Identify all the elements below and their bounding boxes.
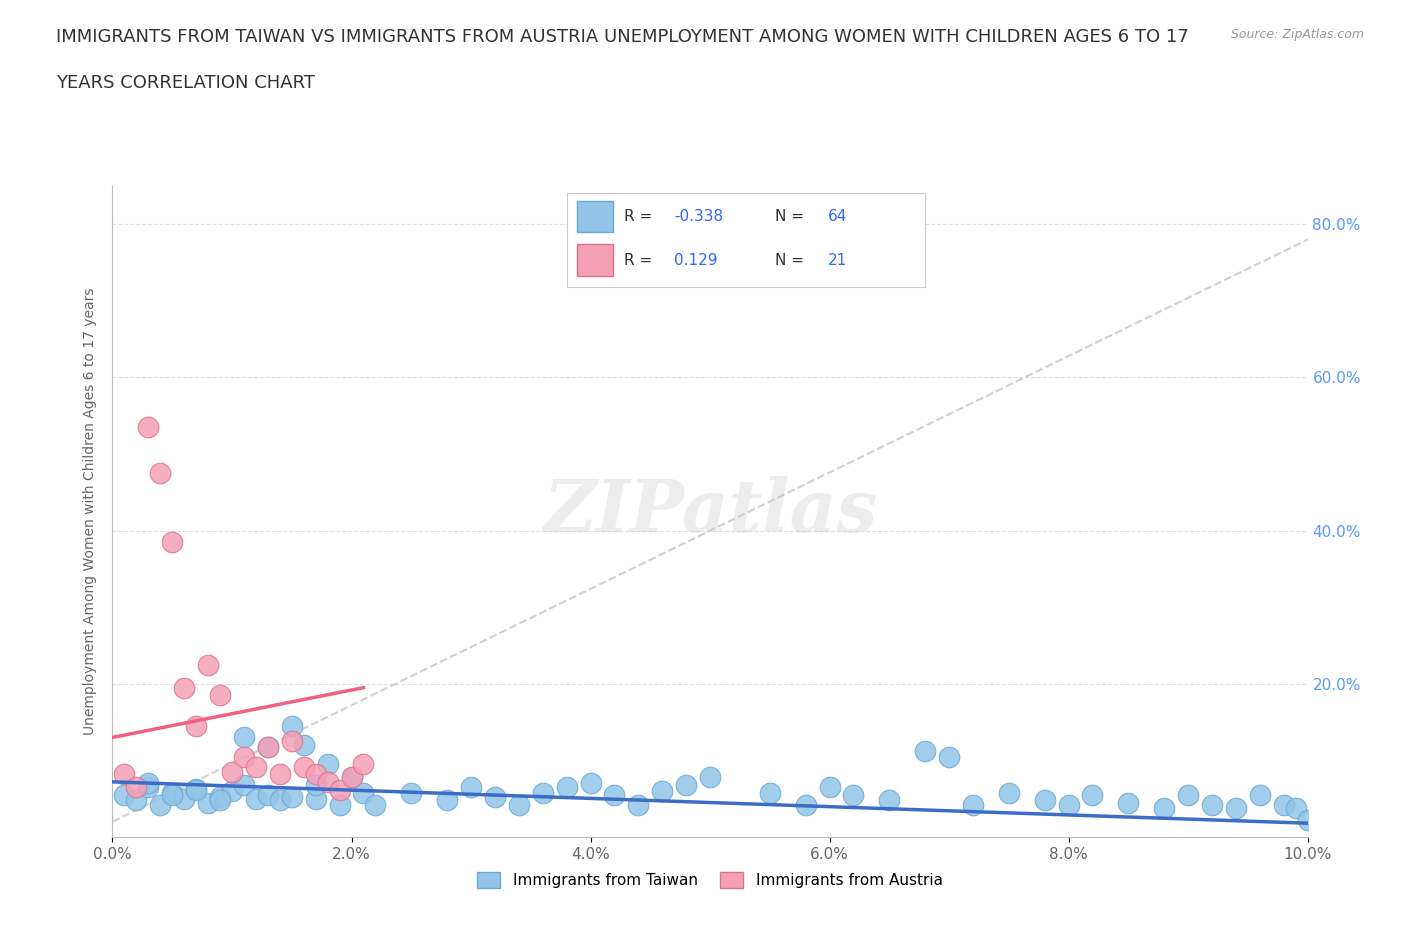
Legend: Immigrants from Taiwan, Immigrants from Austria: Immigrants from Taiwan, Immigrants from … — [471, 866, 949, 895]
Point — [962, 797, 984, 812]
Point — [245, 759, 267, 774]
Point — [1225, 801, 1247, 816]
Point — [186, 781, 208, 796]
Point — [531, 785, 554, 800]
Point — [1081, 788, 1104, 803]
Point — [879, 792, 901, 807]
Point — [699, 770, 721, 785]
Point — [269, 792, 291, 807]
Point — [340, 770, 363, 785]
Point — [938, 750, 960, 764]
Point — [1285, 801, 1308, 816]
Point — [186, 719, 208, 734]
Point — [1153, 801, 1175, 816]
Point — [1177, 788, 1199, 803]
Point — [759, 785, 782, 800]
Point — [257, 788, 280, 803]
Point — [245, 791, 267, 806]
Point — [340, 770, 363, 785]
Point — [460, 779, 482, 794]
Point — [1057, 797, 1080, 812]
Point — [114, 788, 135, 803]
Point — [292, 737, 315, 752]
Point — [651, 784, 673, 799]
Point — [281, 790, 304, 804]
Point — [364, 797, 387, 812]
Point — [794, 797, 817, 812]
Point — [221, 764, 243, 779]
Point — [1249, 788, 1271, 803]
Point — [401, 785, 423, 800]
Point — [257, 739, 280, 754]
Point — [125, 792, 148, 807]
Point — [292, 759, 315, 774]
Point — [818, 779, 841, 794]
Point — [316, 775, 339, 790]
Point — [173, 791, 195, 806]
Text: ZIPatlas: ZIPatlas — [543, 476, 877, 547]
Point — [173, 680, 195, 695]
Point — [508, 797, 530, 812]
Point — [281, 719, 304, 734]
Point — [353, 785, 375, 800]
Point — [257, 739, 280, 754]
Point — [269, 766, 291, 781]
Text: Source: ZipAtlas.com: Source: ZipAtlas.com — [1230, 28, 1364, 41]
Text: YEARS CORRELATION CHART: YEARS CORRELATION CHART — [56, 74, 315, 92]
Point — [138, 776, 160, 790]
Point — [281, 734, 304, 749]
Point — [1272, 797, 1295, 812]
Point — [209, 790, 232, 804]
Point — [305, 777, 328, 792]
Point — [221, 784, 243, 799]
Point — [162, 788, 183, 803]
Text: IMMIGRANTS FROM TAIWAN VS IMMIGRANTS FROM AUSTRIA UNEMPLOYMENT AMONG WOMEN WITH : IMMIGRANTS FROM TAIWAN VS IMMIGRANTS FRO… — [56, 28, 1189, 46]
Point — [484, 790, 506, 804]
Point — [197, 658, 219, 672]
Point — [209, 792, 232, 807]
Point — [1296, 813, 1319, 828]
Point — [1118, 795, 1140, 810]
Point — [186, 782, 208, 797]
Point — [149, 466, 172, 481]
Point — [1201, 797, 1223, 812]
Point — [233, 777, 256, 792]
Point — [114, 766, 135, 781]
Point — [209, 688, 232, 703]
Point — [842, 788, 865, 803]
Point — [353, 757, 375, 772]
Point — [305, 791, 328, 806]
Point — [162, 535, 183, 550]
Point — [162, 785, 183, 800]
Y-axis label: Unemployment Among Women with Children Ages 6 to 17 years: Unemployment Among Women with Children A… — [83, 287, 97, 736]
Point — [555, 779, 578, 794]
Point — [579, 776, 602, 790]
Point — [329, 782, 352, 797]
Point — [329, 797, 352, 812]
Point — [675, 777, 697, 792]
Point — [1033, 792, 1056, 807]
Point — [316, 757, 339, 772]
Point — [149, 797, 172, 812]
Point — [125, 779, 148, 794]
Point — [138, 419, 160, 434]
Point — [305, 766, 328, 781]
Point — [998, 785, 1021, 800]
Point — [197, 795, 219, 810]
Point — [914, 744, 936, 759]
Point — [627, 797, 650, 812]
Point — [603, 788, 626, 803]
Point — [233, 750, 256, 764]
Point — [233, 730, 256, 745]
Point — [436, 792, 458, 807]
Point — [138, 779, 160, 794]
